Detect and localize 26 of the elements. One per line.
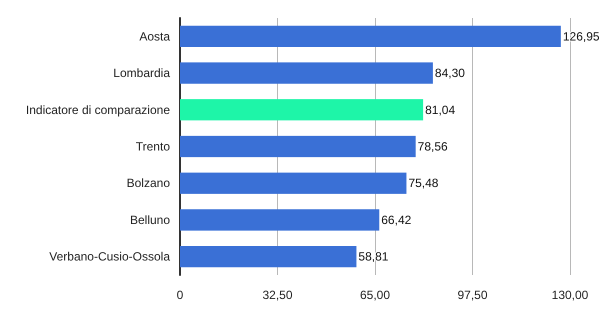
x-tick-label: 130,00 <box>552 288 589 302</box>
bar <box>180 136 416 158</box>
y-tick-label: Indicatore di comparazione <box>26 102 170 117</box>
x-tick-label: 32,50 <box>262 288 293 302</box>
y-tick-label: Aosta <box>139 29 170 44</box>
data-label: 75,48 <box>408 176 439 190</box>
y-tick-label: Verbano-Cusio-Ossola <box>49 250 170 264</box>
data-label: 78,56 <box>418 140 448 154</box>
bar <box>180 26 561 48</box>
x-tick-label: 65,00 <box>360 288 390 302</box>
bar <box>180 172 406 194</box>
data-label: 81,04 <box>425 102 456 117</box>
bar <box>180 99 424 120</box>
y-tick-label: Trento <box>136 140 170 154</box>
y-tick-label: Belluno <box>130 212 170 227</box>
y-tick-label: Bolzano <box>126 176 170 190</box>
bar <box>180 246 356 268</box>
data-label: 84,30 <box>434 66 466 80</box>
bar <box>180 209 380 231</box>
data-label: 66,42 <box>381 212 412 227</box>
x-tick-label: 97,50 <box>457 288 488 302</box>
data-label: 58,81 <box>358 250 389 264</box>
data-label: 126,95 <box>562 29 600 44</box>
bar <box>180 62 433 84</box>
y-tick-label: Lombardia <box>113 66 170 80</box>
x-tick-label: 0 <box>176 288 184 302</box>
